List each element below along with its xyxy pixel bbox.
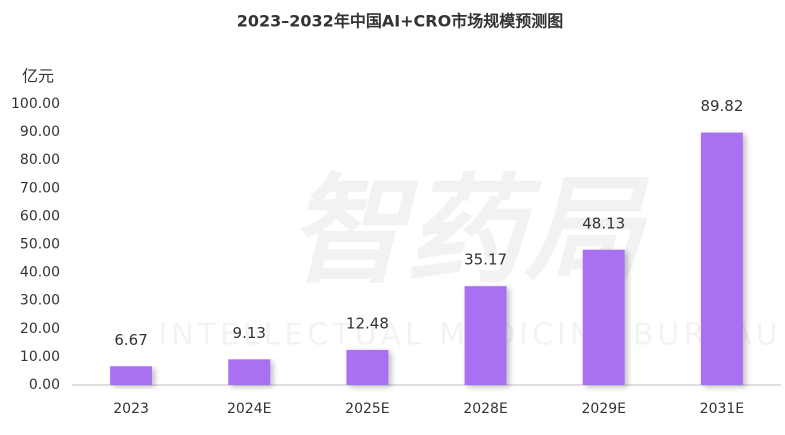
value-label: 9.13 <box>233 324 266 342</box>
bar <box>700 132 743 385</box>
chart-title: 2023–2032年中国AI+CRO市场规模预测图 <box>237 12 563 31</box>
bar <box>110 366 153 385</box>
value-label: 6.67 <box>114 331 147 349</box>
y-tick-label: 0.00 <box>29 377 60 393</box>
bar <box>228 359 271 385</box>
value-label: 48.13 <box>582 214 625 232</box>
value-label: 12.48 <box>346 314 389 332</box>
y-tick-label: 60.00 <box>20 208 60 224</box>
value-label: 35.17 <box>464 251 507 269</box>
y-axis-label: 亿元 <box>22 67 54 86</box>
y-tick-label: 80.00 <box>20 152 60 168</box>
y-tick-label: 70.00 <box>20 180 60 196</box>
y-tick-label: 40.00 <box>20 265 60 281</box>
bar <box>464 286 507 385</box>
x-tick-label: 2025E <box>345 401 389 417</box>
value-label: 89.82 <box>700 97 743 115</box>
y-tick-label: 50.00 <box>20 237 60 253</box>
x-tick-label: 2028E <box>463 401 507 417</box>
bar <box>346 349 389 385</box>
x-tick-label: 2024E <box>227 401 271 417</box>
y-tick-label: 20.00 <box>20 321 60 337</box>
x-tick-label: 2023 <box>113 401 149 417</box>
y-tick-label: 30.00 <box>20 293 60 309</box>
y-tick-label: 100.00 <box>11 96 60 112</box>
bar <box>582 249 625 385</box>
x-tick-label: 2029E <box>582 401 626 417</box>
y-tick-label: 10.00 <box>20 349 60 365</box>
y-tick-label: 90.00 <box>20 124 60 140</box>
x-tick-label: 2031E <box>700 401 744 417</box>
